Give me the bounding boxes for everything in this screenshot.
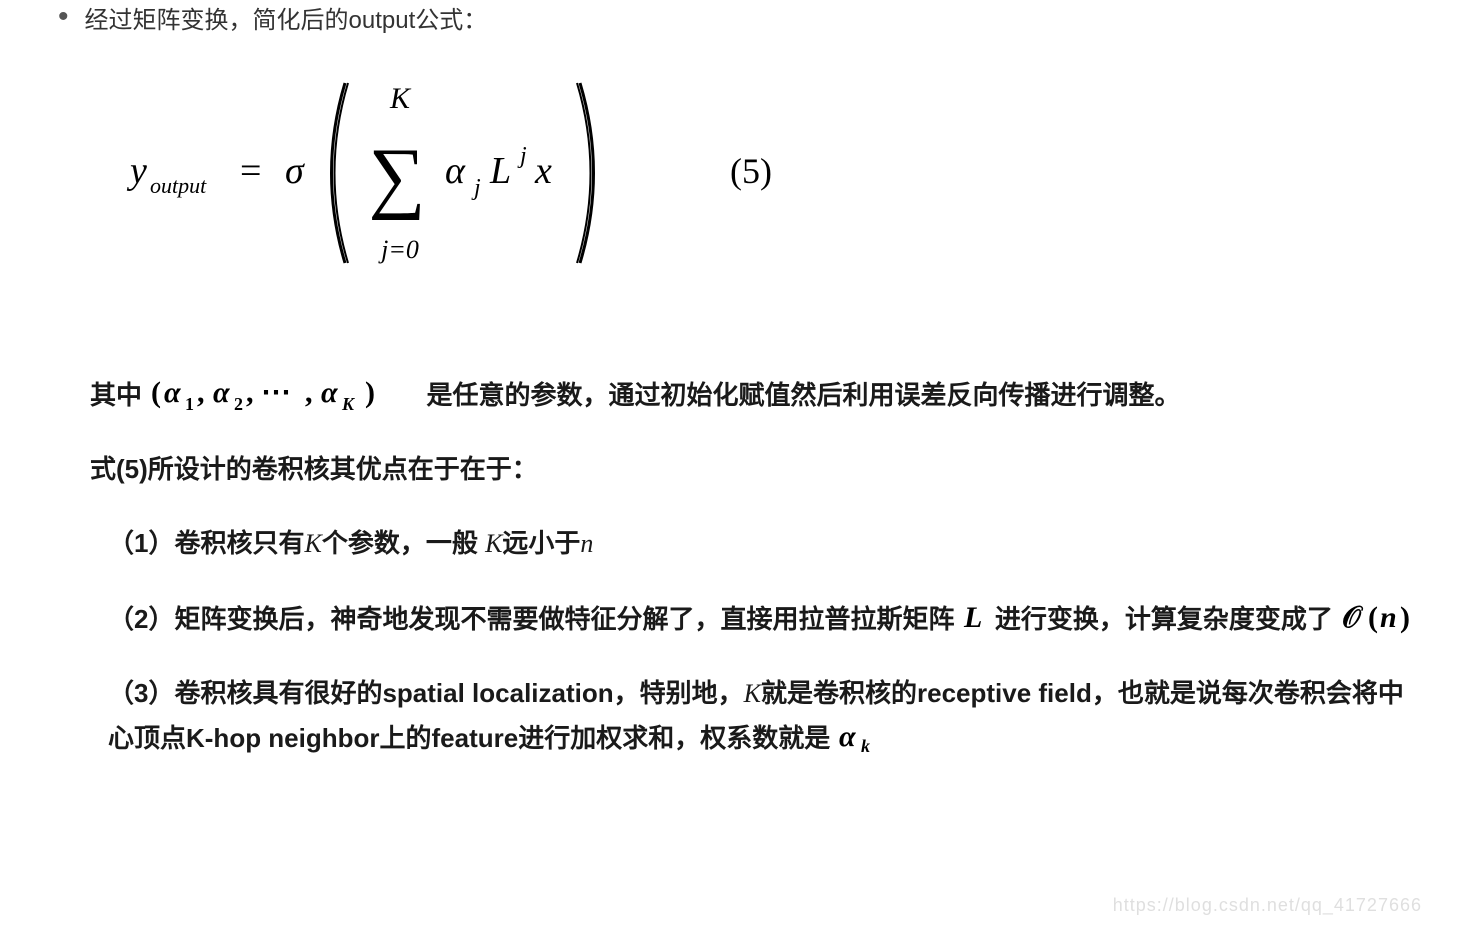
eq-equals: = xyxy=(240,150,261,192)
svg-text:(: ( xyxy=(1368,601,1378,634)
bullet-line: • 经过矩阵变换，简化后的output公式： xyxy=(50,0,1422,35)
eq-sigma: σ xyxy=(285,150,305,192)
eq-sum-upper: K xyxy=(389,82,412,115)
svg-text:): ) xyxy=(1400,601,1410,634)
item1-n: n xyxy=(580,529,593,558)
svg-text:,: , xyxy=(305,376,313,409)
svg-text:α: α xyxy=(164,376,181,409)
watermark: https://blog.csdn.net/qq_41727666 xyxy=(1113,895,1422,916)
item3-alpha-k: αk xyxy=(837,723,879,753)
para2-text: 式(5)所设计的卷积核其优点在于在于： xyxy=(90,454,538,484)
svg-text:α: α xyxy=(321,376,338,409)
item2-mid: 进行变换，计算复杂度变成了 xyxy=(988,604,1340,634)
svg-text:⋯: ⋯ xyxy=(261,376,291,409)
eq-sum-symbol: ∑ xyxy=(368,133,425,221)
svg-text:1: 1 xyxy=(185,394,194,412)
advantage-2: （2）矩阵变换后，神奇地发现不需要做特征分解了，直接用拉普拉斯矩阵 L 进行变换… xyxy=(90,597,1422,641)
content-body: 其中 ( α 1 , α 2 , ⋯ , α K ) 是任意的参数，通过初始化赋… xyxy=(90,373,1422,760)
item2-label: （2） xyxy=(108,604,174,634)
equation-block: y output = σ K ∑ j=0 α j L j x (5) xyxy=(90,63,1422,273)
eq-number: (5) xyxy=(730,151,772,191)
eq-alpha-sub: j xyxy=(471,175,481,201)
item2-L: L xyxy=(962,604,988,634)
eq-sum-lower: j=0 xyxy=(378,235,419,264)
item1-mid: 个参数，一般 xyxy=(322,528,485,558)
para1-prefix: 其中 xyxy=(90,380,149,410)
item1-suffix: 远小于 xyxy=(502,528,580,558)
advantage-3: （3）卷积核具有很好的spatial localization，特别地，K就是卷… xyxy=(90,671,1422,760)
item1-label: （1） xyxy=(108,528,174,558)
bullet-text: 经过矩阵变换，简化后的output公式： xyxy=(85,0,488,35)
item3-prefix: 卷积核具有很好的spatial localization，特别地， xyxy=(174,678,743,708)
item3-K: K xyxy=(744,679,761,708)
svg-text:𝒪: 𝒪 xyxy=(1342,601,1364,634)
eq-x: x xyxy=(534,150,552,192)
svg-text:,: , xyxy=(197,376,205,409)
equation-svg: y output = σ K ∑ j=0 α j L j x (5) xyxy=(90,63,850,273)
eq-L-sup: j xyxy=(517,143,527,169)
section-gap xyxy=(50,283,1422,373)
svg-text:(: ( xyxy=(151,376,161,409)
eq-L: L xyxy=(489,150,511,192)
svg-text:): ) xyxy=(365,376,375,409)
para-advantage-intro: 式(5)所设计的卷积核其优点在于在于： xyxy=(90,447,1422,491)
eq-alpha: α xyxy=(445,150,466,192)
eq-lparen-inner xyxy=(335,83,349,263)
svg-text:2: 2 xyxy=(234,394,243,412)
eq-y: y xyxy=(126,150,147,192)
svg-text:n: n xyxy=(1380,601,1397,634)
eq-y-sub: output xyxy=(150,173,207,198)
bullet-dot: • xyxy=(58,2,69,32)
para1-suffix: 是任意的参数，通过初始化赋值然后利用误差反向传播进行调整。 xyxy=(426,380,1180,410)
para-where: 其中 ( α 1 , α 2 , ⋯ , α K ) 是任意的参数，通过初始化赋… xyxy=(90,373,1422,417)
svg-text:α: α xyxy=(839,722,856,753)
svg-text:L: L xyxy=(963,603,982,633)
item2-bigO: 𝒪(n) xyxy=(1340,604,1415,634)
svg-text:K: K xyxy=(341,394,356,412)
para1-math: ( α 1 , α 2 , ⋯ , α K ) xyxy=(149,380,426,410)
svg-text:α: α xyxy=(213,376,230,409)
item2-prefix: 矩阵变换后，神奇地发现不需要做特征分解了，直接用拉普拉斯矩阵 xyxy=(174,604,961,634)
svg-text:,: , xyxy=(246,376,254,409)
svg-text:k: k xyxy=(861,736,870,754)
item3-label: （3） xyxy=(108,678,174,708)
item1-K: K xyxy=(304,529,321,558)
item1-K2: K xyxy=(485,529,502,558)
advantage-1: （1）卷积核只有K个参数，一般 K远小于n xyxy=(90,521,1422,566)
item1-prefix: 卷积核只有 xyxy=(174,528,304,558)
eq-rparen-inner xyxy=(577,83,591,263)
